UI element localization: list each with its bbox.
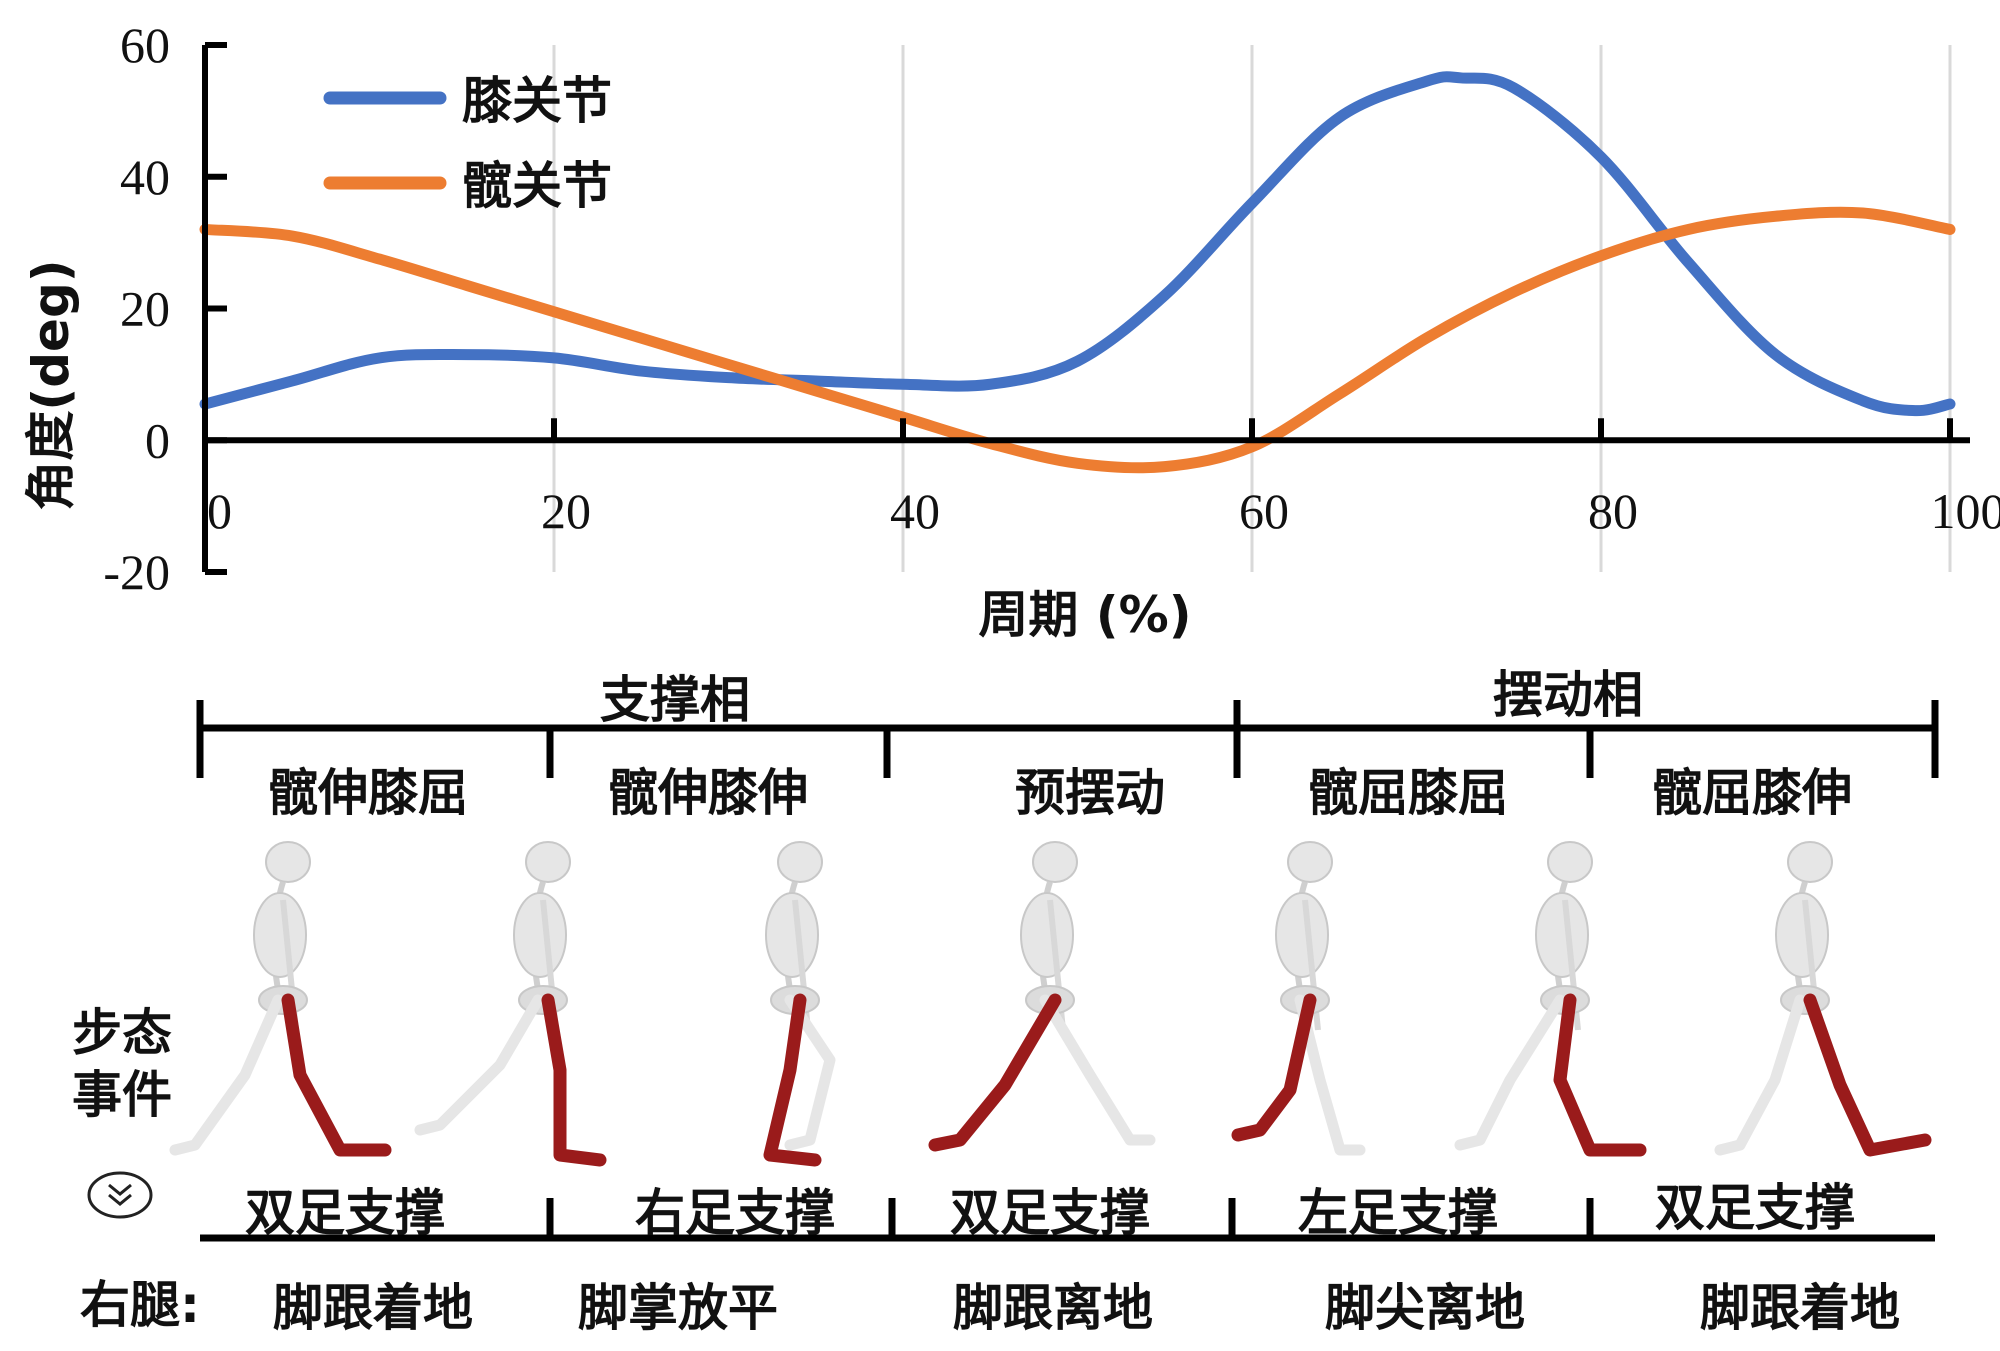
y-tick-label-20: 20 — [120, 281, 170, 337]
support-1: 双足支撑 — [245, 1184, 445, 1242]
left-leg — [1294, 994, 1366, 1156]
right-leg-event-2: 脚掌放平 — [578, 1279, 778, 1337]
chart-axes — [202, 42, 1970, 575]
support-5: 双足支撑 — [1655, 1179, 1855, 1237]
gait-skeletons — [169, 841, 1932, 1167]
support-4: 左足支撑 — [1298, 1184, 1498, 1242]
ribcage — [1775, 892, 1829, 978]
chart-grid — [552, 45, 1952, 572]
chart-lines — [199, 71, 1956, 474]
tick-labels: 60 40 20 0 -20 0 20 40 60 80 100 — [103, 17, 2000, 600]
right-leg — [1231, 993, 1317, 1142]
series-line-1 — [199, 206, 1956, 474]
x-tick-label-20: 20 — [541, 483, 591, 539]
skull — [525, 841, 571, 883]
legend: 膝关节 髋关节 — [323, 72, 612, 215]
ribcage — [513, 892, 567, 978]
phase-swing: 摆动相 — [1493, 666, 1643, 724]
double-chevron-down-icon[interactable] — [87, 1171, 153, 1219]
legend-label-knee: 膝关节 — [462, 72, 612, 130]
skeleton-5 — [1231, 841, 1366, 1156]
y-tick-label-0: 0 — [145, 412, 170, 468]
series-line-0 — [199, 71, 1956, 417]
left-leg — [414, 994, 544, 1136]
right-leg — [1553, 993, 1647, 1157]
skull — [1547, 841, 1593, 883]
skeleton-1 — [169, 841, 392, 1157]
support-2: 右足支撑 — [635, 1184, 835, 1242]
x-axis-title: 周期 (%) — [978, 586, 1191, 644]
y-tick-label--20: -20 — [103, 544, 170, 600]
right-leg-event-3: 脚跟离地 — [953, 1279, 1153, 1337]
skeleton-6 — [1454, 841, 1647, 1157]
right-leg — [763, 993, 822, 1167]
skull — [1787, 841, 1833, 883]
skeleton-7 — [1714, 841, 1932, 1157]
left-leg — [1714, 994, 1806, 1156]
left-leg — [1039, 994, 1156, 1146]
right-leg-event-4: 脚尖离地 — [1325, 1279, 1525, 1337]
subphase-2: 髋伸膝伸 — [608, 764, 808, 822]
right-leg — [928, 993, 1062, 1152]
right-leg-event-5: 脚跟着地 — [1700, 1279, 1900, 1337]
skull — [1287, 841, 1333, 883]
right-leg — [541, 993, 607, 1167]
subphase-1: 髋伸膝屈 — [268, 764, 468, 822]
gait-event-label-line2: 事件 — [72, 1066, 172, 1124]
phase-bar — [196, 700, 1939, 778]
x-tick-label-40: 40 — [890, 483, 940, 539]
ribcage — [1275, 892, 1329, 978]
phase-stance: 支撑相 — [600, 671, 750, 729]
ribcage — [765, 892, 819, 978]
ribcage — [1020, 892, 1074, 978]
ribcage — [253, 892, 307, 978]
left-leg — [1454, 994, 1566, 1151]
left-leg — [169, 994, 284, 1156]
y-tick-label-40: 40 — [120, 149, 170, 205]
support-3: 双足支撑 — [950, 1184, 1150, 1242]
ribcage — [1535, 892, 1589, 978]
subphase-4: 髋屈膝屈 — [1308, 764, 1508, 822]
skull — [265, 841, 311, 883]
support-bar — [200, 1198, 1935, 1242]
subphase-3: 预摆动 — [1015, 764, 1165, 822]
right-leg-label: 右腿: — [80, 1276, 200, 1334]
right-leg-event-1: 脚跟着地 — [273, 1279, 473, 1337]
skeleton-3 — [763, 841, 836, 1167]
skeleton-4 — [928, 841, 1156, 1152]
x-tick-label-100: 100 — [1931, 483, 2000, 539]
skeleton-2 — [414, 841, 607, 1167]
left-leg — [784, 994, 836, 1151]
skull — [1032, 841, 1078, 883]
y-tick-label-60: 60 — [120, 17, 170, 73]
x-tick-label-0: 0 — [207, 483, 232, 539]
x-tick-label-80: 80 — [1588, 483, 1638, 539]
x-tick-label-60: 60 — [1239, 483, 1289, 539]
y-axis-title: 角度(deg) — [22, 259, 80, 510]
right-leg — [281, 993, 392, 1157]
right-leg — [1803, 993, 1932, 1157]
gait-event-label-line1: 步态 — [72, 1004, 172, 1062]
subphase-5: 髋屈膝伸 — [1652, 764, 1852, 822]
skull — [777, 841, 823, 883]
legend-label-hip: 髋关节 — [462, 157, 612, 215]
